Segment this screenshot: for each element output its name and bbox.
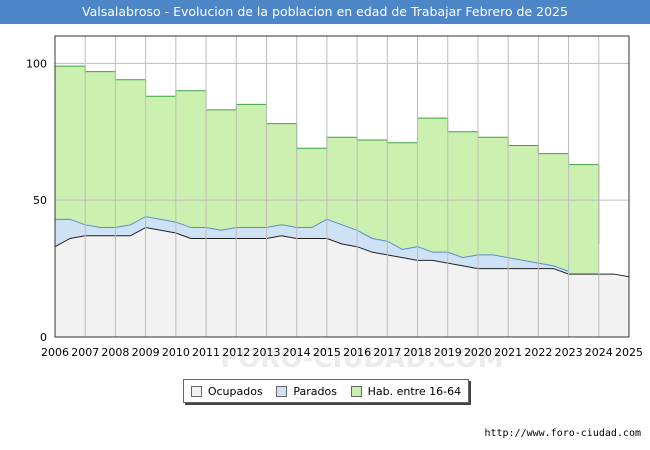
x-tick-label-2009: 2009: [132, 346, 160, 359]
x-tick-label-2006: 2006: [41, 346, 69, 359]
source-url[interactable]: http://www.foro-ciudad.com: [484, 428, 641, 439]
x-tick-label-2021: 2021: [494, 346, 522, 359]
watermark: FORO-CIUDAD.COM: [220, 344, 503, 374]
series-line-ocupados: [54, 227, 630, 278]
legend-swatch-ocupados: [190, 385, 202, 397]
chart-title: Valsalabroso - Evolucion de la poblacion…: [0, 0, 650, 24]
legend: Ocupados Parados Hab. entre 16-64: [183, 379, 469, 403]
legend-label-parados: Parados: [293, 384, 337, 398]
legend-item-ocupados: Ocupados: [190, 384, 263, 398]
legend-label-habitantes: Hab. entre 16-64: [367, 384, 462, 398]
x-tick-label-2020: 2020: [464, 346, 492, 359]
x-tick-label-2007: 2007: [71, 346, 99, 359]
x-tick-label-2019: 2019: [434, 346, 462, 359]
x-tick-label-2008: 2008: [101, 346, 129, 359]
legend-item-habitantes: Hab. entre 16-64: [350, 384, 462, 398]
legend-label-ocupados: Ocupados: [207, 384, 263, 398]
x-tick-label-2010: 2010: [162, 346, 190, 359]
y-tick-label-0: 0: [40, 331, 47, 344]
legend-item-parados: Parados: [276, 385, 337, 398]
series-area-ocupados: [55, 227, 629, 337]
x-tick-label-2024: 2024: [585, 346, 613, 359]
x-tick-label-2025: 2025: [615, 346, 643, 359]
legend-swatch-parados: [276, 385, 288, 397]
x-tick-label-2011: 2011: [192, 346, 220, 359]
x-tick-label-2012: 2012: [222, 346, 250, 359]
x-tick-label-2017: 2017: [373, 346, 401, 359]
x-tick-label-2018: 2018: [404, 346, 432, 359]
x-tick-label-2022: 2022: [524, 346, 552, 359]
y-tick-label-100: 100: [26, 57, 47, 70]
y-tick-label-50: 50: [33, 194, 47, 207]
legend-swatch-habitantes: [350, 385, 362, 397]
x-tick-label-2016: 2016: [343, 346, 371, 359]
x-tick-label-2013: 2013: [252, 346, 280, 359]
x-tick-label-2014: 2014: [283, 346, 311, 359]
series-line-parados: [55, 216, 569, 272]
x-tick-label-2023: 2023: [555, 346, 583, 359]
plot-frame: [54, 35, 630, 338]
x-tick-label-2015: 2015: [313, 346, 341, 359]
